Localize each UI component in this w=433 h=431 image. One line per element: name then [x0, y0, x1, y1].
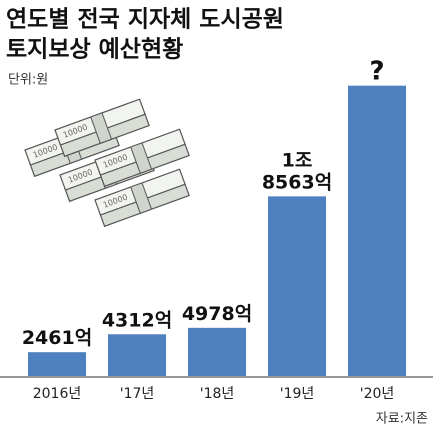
- money-band: [130, 142, 153, 174]
- x-tick-label: '19년: [280, 386, 315, 402]
- bar: [108, 334, 166, 376]
- x-tick-label: '20년: [360, 386, 395, 402]
- chart-title: 연도별 전국 지자체 도시공원: [6, 7, 284, 33]
- value-label: 4978억: [182, 302, 252, 324]
- money-stack: 10000: [94, 168, 190, 228]
- bar: [188, 327, 246, 376]
- subtitle: 단위:원: [8, 73, 48, 88]
- bar: [348, 85, 406, 376]
- bar: [28, 352, 86, 376]
- money-stack: 10000: [54, 98, 150, 158]
- source: 자료:지존: [376, 412, 428, 427]
- value-label: 4312억: [102, 309, 172, 331]
- money-stack: 10000: [94, 128, 190, 188]
- value-label: 1조 8563억: [262, 149, 332, 193]
- x-tick-label: '18년: [200, 386, 235, 402]
- x-tick-label: 2016년: [33, 386, 82, 402]
- money-band: [90, 112, 113, 144]
- x-tick-label: '17년: [120, 386, 155, 402]
- money-band: [130, 182, 153, 214]
- value-label: 2461억: [22, 327, 92, 349]
- bar: [268, 196, 326, 376]
- chart-title: 토지보상 예산현황: [6, 37, 183, 63]
- value-label: ?: [369, 56, 384, 86]
